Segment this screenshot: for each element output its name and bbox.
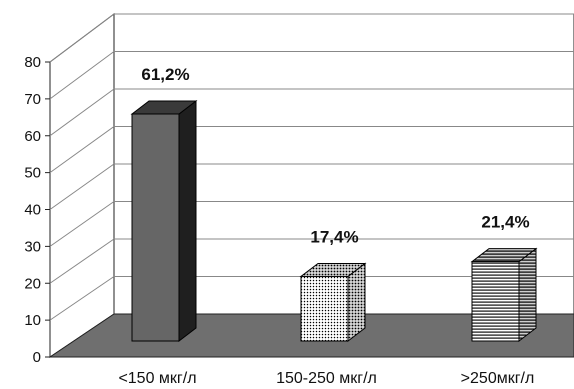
- bar: [470, 247, 538, 343]
- gridline-side: [49, 51, 115, 100]
- bar-front: [471, 261, 520, 342]
- y-tick-labels: 0 10 20 30 40 50 60 70 80: [24, 54, 50, 366]
- side-wall: [49, 13, 115, 358]
- gridline-side: [49, 126, 115, 174]
- gridline-side: [49, 276, 115, 321]
- y-tick-label: 50: [24, 165, 41, 182]
- data-label: 17,4%: [310, 227, 358, 246]
- bar-side: [178, 99, 197, 343]
- gridline-side: [49, 13, 115, 63]
- gridline-side: [49, 201, 115, 247]
- bar-front: [131, 113, 180, 342]
- y-tick-label: 60: [24, 128, 41, 145]
- y-tick-label: 30: [24, 238, 41, 255]
- data-label: 61,2%: [141, 65, 189, 84]
- gridline-side: [49, 238, 115, 284]
- y-tick-label: 40: [24, 202, 41, 219]
- category-labels: <150 мкг/л 150-250 мкг/л >250мкг/л: [118, 370, 534, 387]
- category-label: 150-250 мкг/л: [276, 370, 377, 387]
- bar-side: [518, 247, 537, 343]
- bar-front: [300, 275, 349, 342]
- y-tick-label: 70: [24, 91, 41, 108]
- data-label: 21,4%: [481, 213, 529, 232]
- y-tick-label: 10: [24, 312, 41, 329]
- bar: [299, 262, 367, 343]
- category-label: >250мкг/л: [461, 370, 535, 387]
- y-tick-label: 0: [33, 349, 41, 366]
- category-label: <150 мкг/л: [118, 370, 196, 387]
- bars: [130, 99, 538, 343]
- y-tick-label: 20: [24, 275, 41, 292]
- y-tick-label: 80: [24, 54, 41, 71]
- bar: [130, 99, 198, 343]
- gridline-side: [49, 88, 115, 137]
- gridline-side: [49, 163, 115, 210]
- data-labels: 61,2% 17,4% 21,4%: [141, 65, 529, 246]
